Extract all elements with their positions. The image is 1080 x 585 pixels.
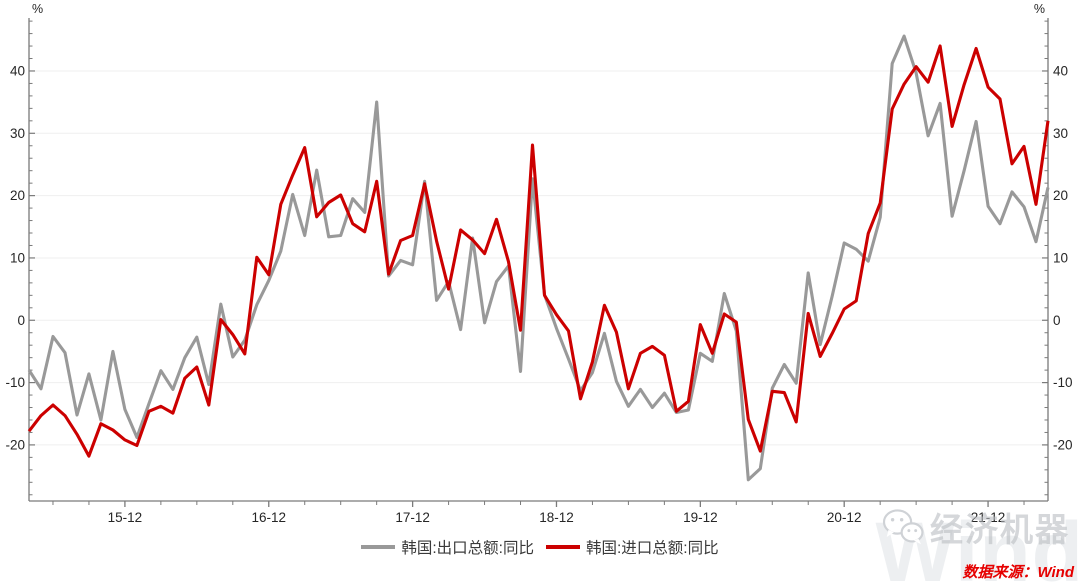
exports-line-swatch xyxy=(361,545,396,549)
data-source-label: 数据来源：Wind xyxy=(962,564,1074,581)
y-unit-label-right: % xyxy=(1034,2,1045,16)
brand-watermark: 经济机器 xyxy=(881,503,1070,551)
x-tick-label: 15-12 xyxy=(108,510,143,525)
brand-watermark-text: 经济机器 xyxy=(930,511,1070,548)
x-tick-label: 19-12 xyxy=(683,510,718,525)
x-tick-label: 17-12 xyxy=(395,510,430,525)
y-unit-label-left: % xyxy=(32,2,43,16)
x-tick-label: 20-12 xyxy=(827,510,862,525)
x-tick-label: 16-12 xyxy=(251,510,286,525)
x-tick-label: 18-12 xyxy=(539,510,574,525)
y-tick-label-left: -10 xyxy=(5,375,25,390)
y-tick-label-left: 20 xyxy=(10,188,25,203)
y-tick-label-left: -20 xyxy=(5,437,25,452)
legend-label-exports: 韩国:出口总额:同比 xyxy=(401,540,534,557)
legend-item-exports: 韩国:出口总额:同比 xyxy=(361,536,534,558)
x-tick-label: 21-12 xyxy=(971,510,1006,525)
imports-line-swatch xyxy=(546,545,580,549)
imports-line xyxy=(27,44,1050,458)
y-tick-label-left: 30 xyxy=(10,126,25,141)
y-tick-label-right: 40 xyxy=(1053,63,1068,78)
y-tick-label-right: 20 xyxy=(1053,188,1068,203)
y-tick-label-right: -20 xyxy=(1053,437,1073,452)
y-tick-label-right: 10 xyxy=(1053,250,1068,265)
legend: 韩国:出口总额:同比 韩国:进口总额:同比 xyxy=(0,536,1080,558)
y-tick-label-left: 40 xyxy=(10,63,25,78)
legend-item-imports: 韩国:进口总额:同比 xyxy=(546,536,719,558)
legend-label-imports: 韩国:进口总额:同比 xyxy=(586,540,719,557)
y-tick-label-right: -10 xyxy=(1053,375,1073,390)
y-tick-label-right: 30 xyxy=(1053,126,1068,141)
y-tick-label-right: 0 xyxy=(1053,313,1061,328)
y-tick-label-left: 10 xyxy=(10,250,25,265)
y-tick-label-left: 0 xyxy=(17,313,25,328)
wechat-icon xyxy=(882,509,924,545)
